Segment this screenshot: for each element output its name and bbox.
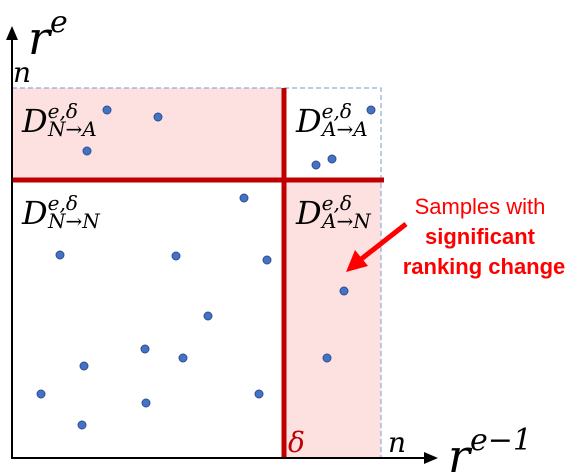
sample-point xyxy=(153,112,163,122)
x-axis-label: re−1 xyxy=(448,423,532,475)
sample-point xyxy=(339,286,349,296)
y-axis-arrow-icon xyxy=(6,26,18,40)
sample-point xyxy=(254,389,264,399)
sample-point xyxy=(55,250,65,260)
region-n-to-n-label: De,δ xyxy=(21,191,78,232)
sample-point xyxy=(262,255,272,265)
annotation-line-2: significant xyxy=(425,224,536,249)
region-n-to-a-label: De,δ xyxy=(21,99,78,140)
sample-point xyxy=(327,154,337,164)
y-axis-label: re xyxy=(28,5,68,65)
sample-points xyxy=(36,105,376,430)
sample-point xyxy=(311,160,321,170)
sample-point xyxy=(141,398,151,408)
sample-point xyxy=(171,251,181,261)
region-a-to-a-label: De,δ xyxy=(295,99,352,140)
annotation-arrow xyxy=(358,222,408,262)
region-a-to-n-fill xyxy=(284,180,381,458)
annotation-line-3: ranking change xyxy=(403,254,566,279)
region-n-to-a-fill xyxy=(12,88,284,180)
sample-point xyxy=(77,420,87,430)
region-n-to-n-sub: N→N xyxy=(47,209,101,233)
sample-point xyxy=(36,389,46,399)
x-axis-arrow-icon xyxy=(424,452,438,464)
sample-point xyxy=(82,146,92,156)
sample-point xyxy=(203,311,213,321)
sample-point xyxy=(366,105,376,115)
sample-point xyxy=(239,193,249,203)
region-n-to-a-sub: N→A xyxy=(47,117,97,141)
sample-point xyxy=(140,344,150,354)
annotation-arrowhead-icon xyxy=(346,250,368,272)
region-a-to-n-sub: A→N xyxy=(320,209,372,233)
x-max-label: n xyxy=(388,426,406,459)
y-max-label: n xyxy=(13,56,31,89)
annotation-line-1: Samples with xyxy=(415,194,546,219)
sample-point xyxy=(102,105,112,115)
sample-point xyxy=(178,353,188,363)
region-a-to-a-sub: A→A xyxy=(320,117,368,141)
threshold-label: δ xyxy=(288,426,305,459)
region-a-to-n-label: De,δ xyxy=(295,191,352,232)
sample-point xyxy=(322,353,332,363)
sample-point xyxy=(79,361,89,371)
